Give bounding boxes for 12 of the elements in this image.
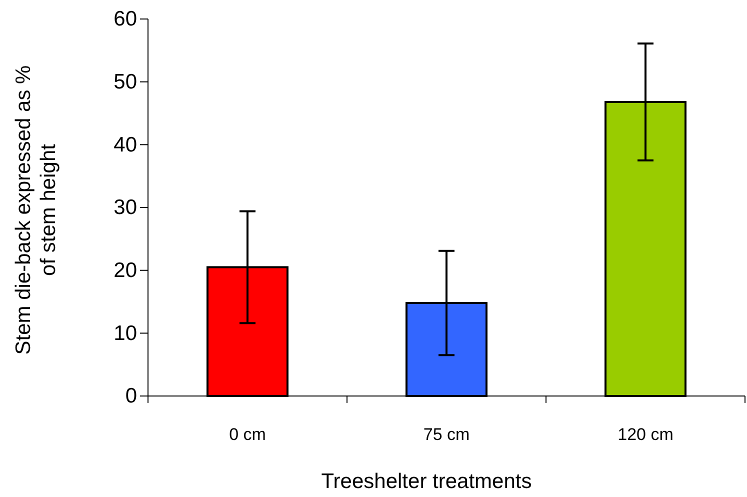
x-axis-title: Treeshelter treatments xyxy=(321,470,532,493)
y-tick-label: 40 xyxy=(114,133,137,156)
x-tick-label: 120 cm xyxy=(618,425,674,444)
y-tick-label: 0 xyxy=(125,384,137,408)
x-tick-label: 75 cm xyxy=(423,425,470,444)
y-tick-label: 60 xyxy=(114,8,137,31)
y-axis-title: Stem die-back expressed as % of stem height xyxy=(12,65,60,355)
y-tick-label: 30 xyxy=(114,196,137,220)
x-tick-label: 0 cm xyxy=(229,425,266,444)
y-tick-label: 20 xyxy=(114,259,137,282)
y-tick-label: 50 xyxy=(114,70,137,94)
y-tick-label: 10 xyxy=(114,322,137,345)
